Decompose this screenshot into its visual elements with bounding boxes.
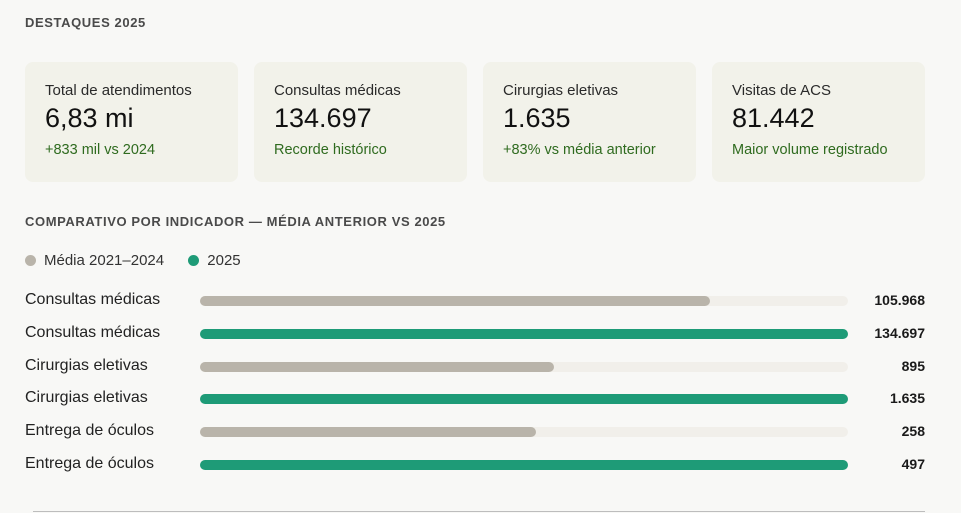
bar-track [200,394,848,404]
card-cirurgias-eletivas: Cirurgias eletivas 1.635 +83% vs média a… [483,62,696,182]
bar-row: Cirurgias eletivas 1.635 [25,383,925,415]
card-value: 1.635 [503,103,696,134]
card-label: Visitas de ACS [732,82,925,99]
card-consultas-medicas: Consultas médicas 134.697 Recorde histór… [254,62,467,182]
bar-track [200,427,848,437]
bar-current [200,329,848,339]
bar-track [200,362,848,372]
card-label: Total de atendimentos [45,82,238,99]
bar-previous [200,427,536,437]
comparison-title: COMPARATIVO POR INDICADOR — MÉDIA ANTERI… [25,214,446,229]
bar-row: Entrega de óculos 497 [25,449,925,481]
bar-label: Entrega de óculos [25,455,154,473]
card-value: 81.442 [732,103,925,134]
bar-label: Consultas médicas [25,324,160,342]
bar-label: Consultas médicas [25,291,160,309]
bar-value: 497 [902,456,925,472]
card-value: 6,83 mi [45,103,238,134]
card-note: +83% vs média anterior [503,142,696,158]
bar-previous [200,362,554,372]
card-note: Recorde histórico [274,142,467,158]
chart-legend: Média 2021–2024 2025 [25,252,261,270]
card-note: +833 mil vs 2024 [45,142,238,158]
bar-row: Cirurgias eletivas 895 [25,351,925,383]
bar-row: Consultas médicas 134.697 [25,318,925,350]
bar-value: 1.635 [890,390,925,406]
card-label: Cirurgias eletivas [503,82,696,99]
legend-item-current: 2025 [188,252,240,269]
bar-label: Cirurgias eletivas [25,389,148,407]
card-label: Consultas médicas [274,82,467,99]
bar-track [200,296,848,306]
card-total-atendimentos: Total de atendimentos 6,83 mi +833 mil v… [25,62,238,182]
bar-row: Consultas médicas 105.968 [25,285,925,317]
legend-dot-previous-icon [25,255,36,266]
bar-previous [200,296,710,306]
bar-value: 895 [902,358,925,374]
card-visitas-acs: Visitas de ACS 81.442 Maior volume regis… [712,62,925,182]
bar-track [200,329,848,339]
highlight-cards: Total de atendimentos 6,83 mi +833 mil v… [25,62,925,182]
bar-label: Entrega de óculos [25,422,154,440]
bar-label: Cirurgias eletivas [25,357,148,375]
legend-label-current: 2025 [207,252,240,269]
legend-dot-current-icon [188,255,199,266]
bar-current [200,394,848,404]
bar-value: 105.968 [874,292,925,308]
bar-current [200,460,848,470]
card-note: Maior volume registrado [732,142,925,158]
legend-label-previous: Média 2021–2024 [44,252,164,269]
legend-item-previous: Média 2021–2024 [25,252,164,269]
highlights-title: DESTAQUES 2025 [25,15,146,30]
divider [33,511,925,512]
bar-value: 134.697 [874,325,925,341]
bar-track [200,460,848,470]
bar-value: 258 [902,423,925,439]
card-value: 134.697 [274,103,467,134]
bar-row: Entrega de óculos 258 [25,416,925,448]
